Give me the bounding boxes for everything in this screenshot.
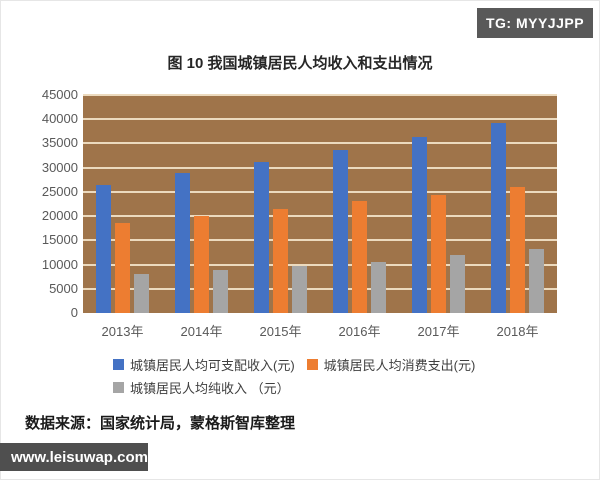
bar-2017年-s2 — [450, 255, 465, 313]
bar-2014年-s0 — [175, 173, 190, 313]
legend: 城镇居民人均可支配收入(元) 城镇居民人均消费支出(元) 城镇居民人均纯收入 （元） — [113, 355, 501, 397]
legend-marker-icon — [113, 382, 124, 393]
bar-2016年-s2 — [371, 261, 386, 313]
x-tick-2013年: 2013年 — [101, 324, 144, 339]
bar-2017年-s0 — [412, 136, 427, 313]
legend-marker-icon — [306, 359, 318, 370]
bar-2017年-s1 — [431, 194, 446, 313]
y-tick-25000: 25000 — [41, 183, 78, 199]
x-tick-2016年: 2016年 — [338, 324, 381, 339]
source-note: 数据来源：国家统计局，蒙格斯智库整理 — [25, 416, 296, 432]
y-tick-5000: 5000 — [49, 280, 78, 296]
bar-2013年-s2 — [134, 274, 149, 313]
bar-2015年-s1 — [273, 209, 288, 313]
legend-item-2: 城镇居民人均纯收入 （元） — [113, 378, 290, 397]
y-tick-40000: 40000 — [41, 111, 78, 127]
plot-area — [83, 94, 557, 313]
legend-label: 城镇居民人均纯收入 （元） — [130, 381, 290, 396]
y-tick-15000: 15000 — [41, 232, 78, 248]
gridline-35000 — [83, 142, 557, 145]
legend-label: 城镇居民人均消费支出(元) — [323, 358, 476, 373]
bar-2014年-s2 — [213, 270, 228, 313]
watermark-badge: www.leisuwap.com — [0, 443, 148, 471]
y-tick-45000: 45000 — [41, 87, 78, 102]
x-tick-2015年: 2015年 — [259, 324, 302, 339]
legend-label: 城镇居民人均可支配收入(元) — [130, 358, 295, 373]
x-tick-2018年: 2018年 — [496, 324, 539, 339]
y-tick-0: 0 — [70, 305, 78, 320]
bar-2016年-s0 — [333, 150, 348, 313]
x-tick-2014年: 2014年 — [180, 324, 223, 339]
gridline-15000 — [83, 239, 557, 242]
gridline-30000 — [83, 166, 557, 169]
y-tick-20000: 20000 — [41, 208, 78, 224]
bar-2013年-s0 — [96, 184, 111, 313]
legend-item-1: 城镇居民人均消费支出(元) — [306, 355, 476, 374]
gridline-45000 — [83, 94, 557, 96]
chart-title: 图 10 我国城镇居民人均收入和支出情况 — [167, 55, 433, 72]
y-tick-10000: 10000 — [41, 256, 78, 272]
bar-2015年-s2 — [292, 265, 307, 313]
legend-marker-icon — [113, 359, 124, 370]
tg-channel-badge: TG: MYYJJPP — [477, 8, 593, 38]
bar-2014年-s1 — [194, 216, 209, 313]
bar-2018年-s2 — [529, 249, 544, 313]
y-tick-30000: 30000 — [41, 159, 78, 175]
bar-2015年-s0 — [254, 161, 269, 313]
bar-2016年-s1 — [352, 201, 367, 313]
bar-2013年-s1 — [115, 223, 130, 313]
x-tick-2017年: 2017年 — [417, 324, 460, 339]
gridline-40000 — [83, 118, 557, 121]
bar-2018年-s1 — [510, 186, 525, 313]
bar-2018年-s0 — [491, 122, 506, 313]
y-tick-35000: 35000 — [41, 135, 78, 151]
gridline-5000 — [83, 287, 557, 290]
gridline-25000 — [83, 190, 557, 193]
gridline-10000 — [83, 263, 557, 266]
gridline-20000 — [83, 215, 557, 218]
legend-item-0: 城镇居民人均可支配收入(元) — [113, 355, 295, 374]
